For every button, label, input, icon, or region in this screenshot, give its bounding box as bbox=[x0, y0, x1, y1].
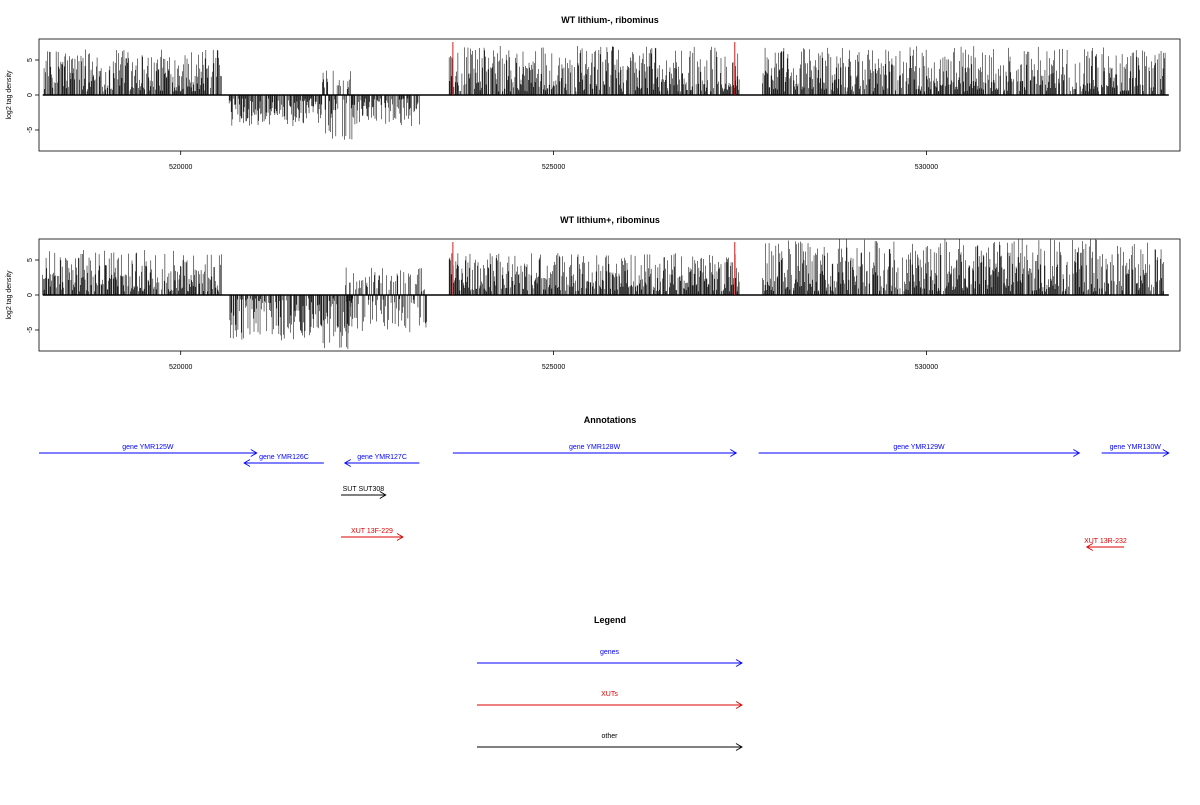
y-tick-label: -5 bbox=[27, 127, 34, 133]
legend-item: other bbox=[477, 733, 743, 751]
feature-label: gene YMR127C bbox=[357, 454, 407, 461]
arrow-head-icon bbox=[735, 701, 743, 709]
feature-label: XUT 13F-229 bbox=[351, 528, 393, 535]
x-tick-label: 525000 bbox=[542, 364, 565, 371]
y-tick-label: 0 bbox=[27, 293, 34, 297]
feature-label: gene YMR125W bbox=[122, 444, 174, 451]
feature-label: XUT 13R-232 bbox=[1084, 538, 1127, 545]
track-wt-lithium-plus: WT lithium+, ribominus log2 tag density … bbox=[6, 215, 1181, 371]
y-tick-label: 5 bbox=[27, 58, 34, 62]
legend-label: genes bbox=[600, 649, 620, 656]
track-title: WT lithium-, ribominus bbox=[561, 15, 659, 25]
feature-list: gene YMR125W gene YMR126C gene YMR127C gene… bbox=[39, 444, 1170, 551]
x-tick-label: 520000 bbox=[169, 364, 192, 371]
legend-title: Legend bbox=[594, 615, 626, 625]
feature-arrow: gene YMR128W bbox=[452, 444, 738, 457]
arrow-head-icon bbox=[343, 459, 351, 467]
feature-label: gene YMR130W bbox=[1110, 444, 1162, 451]
arrow-head-icon bbox=[730, 449, 738, 457]
legend-item: XUTs bbox=[477, 691, 743, 709]
arrow-head-icon bbox=[1162, 449, 1170, 457]
arrow-head-icon bbox=[735, 659, 743, 667]
feature-arrow: gene YMR126C bbox=[243, 454, 324, 467]
legend-items: genes XUTs other bbox=[477, 649, 743, 751]
arrow-head-icon bbox=[243, 459, 251, 467]
arrow-head-icon bbox=[396, 533, 404, 541]
feature-label: SUT SUT308 bbox=[343, 486, 385, 493]
x-tick-label: 530000 bbox=[915, 364, 938, 371]
x-tick-label: 525000 bbox=[542, 164, 565, 171]
feature-label: gene YMR129W bbox=[893, 444, 945, 451]
y-axis-label: log2 tag density bbox=[6, 270, 13, 320]
legend-panel: Legend genes XUTs other bbox=[477, 615, 743, 751]
x-tick-label: 530000 bbox=[915, 164, 938, 171]
x-tick-label: 520000 bbox=[169, 164, 192, 171]
track-wt-lithium-minus: WT lithium-, ribominus log2 tag density … bbox=[6, 15, 1181, 171]
annotations-title: Annotations bbox=[584, 415, 637, 425]
feature-arrow: gene YMR129W bbox=[758, 444, 1081, 457]
feature-label: gene YMR128W bbox=[569, 444, 621, 451]
legend-label: XUTs bbox=[601, 691, 618, 698]
arrow-head-icon bbox=[1085, 543, 1094, 551]
feature-arrow: gene YMR130W bbox=[1101, 444, 1170, 457]
feature-label: gene YMR126C bbox=[259, 454, 309, 461]
legend-label: other bbox=[602, 733, 619, 740]
y-tick-label: 5 bbox=[27, 258, 34, 262]
y-tick-label: -5 bbox=[27, 327, 34, 333]
feature-arrow: SUT SUT308 bbox=[341, 486, 387, 499]
arrow-head-icon bbox=[735, 743, 743, 751]
y-axis-label: log2 tag density bbox=[6, 70, 13, 120]
arrow-head-icon bbox=[250, 449, 258, 457]
feature-arrow: gene YMR127C bbox=[343, 454, 420, 467]
plot-area: -5 0 5 520000 525000 530000 bbox=[27, 38, 1181, 171]
feature-arrow: gene YMR125W bbox=[39, 444, 258, 457]
plot-area: -5 0 5 520000 525000 530000 bbox=[27, 238, 1181, 371]
feature-arrow: XUT 13R-232 bbox=[1084, 538, 1127, 551]
track-title: WT lithium+, ribominus bbox=[560, 215, 660, 225]
feature-arrow: XUT 13F-229 bbox=[341, 528, 404, 541]
arrow-head-icon bbox=[379, 491, 387, 499]
legend-item: genes bbox=[477, 649, 743, 667]
y-tick-label: 0 bbox=[27, 93, 34, 97]
arrow-head-icon bbox=[1073, 449, 1081, 457]
